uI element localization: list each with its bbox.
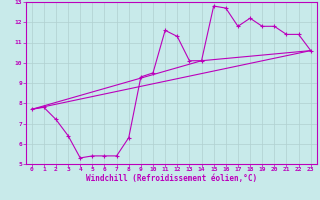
X-axis label: Windchill (Refroidissement éolien,°C): Windchill (Refroidissement éolien,°C) <box>86 174 257 183</box>
